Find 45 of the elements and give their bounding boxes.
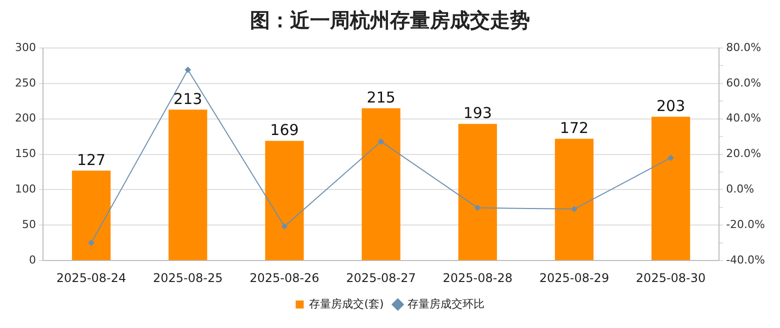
x-tick-label: 2025-08-25 <box>152 270 223 285</box>
bar <box>265 140 304 260</box>
x-tick-label: 2025-08-27 <box>346 270 416 285</box>
point <box>88 240 94 246</box>
data-label: 213 <box>174 90 202 108</box>
bar <box>362 108 400 260</box>
point <box>378 138 384 145</box>
y2-tick-label: -20.0% <box>726 218 766 232</box>
bar <box>651 116 690 260</box>
y-tick-label: 0 <box>28 253 36 266</box>
data-label: 203 <box>656 97 686 116</box>
y-tick-label: 250 <box>14 76 36 90</box>
x-tick-label: 2025-08-24 <box>56 270 126 285</box>
point <box>184 66 191 73</box>
data-label: 169 <box>270 121 299 140</box>
y2-tick-label: 60.0% <box>726 76 762 90</box>
x-tick-label: 2025-08-28 <box>442 270 512 285</box>
data-label: 172 <box>560 119 589 138</box>
y2-tick-label: 80.0% <box>726 40 762 54</box>
legend-label: 存量房成交(套) <box>309 297 384 310</box>
bar <box>458 124 497 260</box>
point <box>474 204 481 211</box>
y-tick-label: 200 <box>14 112 36 125</box>
chart-title: 图：近一周杭州存量房成交走势 <box>250 8 530 32</box>
y-tick-label: 50 <box>22 218 36 232</box>
data-label: 193 <box>463 104 492 122</box>
x-tick-label: 2025-08-29 <box>539 270 610 285</box>
bar <box>72 170 111 260</box>
y-tick-label: 300 <box>14 40 36 54</box>
x-tick-label: 2025-08-26 <box>250 270 320 285</box>
point <box>281 223 288 230</box>
y2-tick-label: 20.0% <box>726 147 762 160</box>
y-tick-label: 150 <box>14 147 36 160</box>
bar <box>168 110 208 260</box>
y2-tick-label: 40.0% <box>726 112 762 125</box>
point <box>571 206 578 212</box>
bar <box>554 138 594 260</box>
x-tick-label: 2025-08-30 <box>636 270 706 285</box>
point <box>668 154 674 161</box>
y2-tick-label: 0.0% <box>726 182 754 196</box>
y2-tick-label: -40.0% <box>726 253 766 266</box>
data-label: 127 <box>76 150 106 169</box>
data-label: 215 <box>366 88 396 107</box>
y-tick-label: 100 <box>14 182 36 196</box>
legend-label: 存量房成交环比 <box>407 297 484 310</box>
